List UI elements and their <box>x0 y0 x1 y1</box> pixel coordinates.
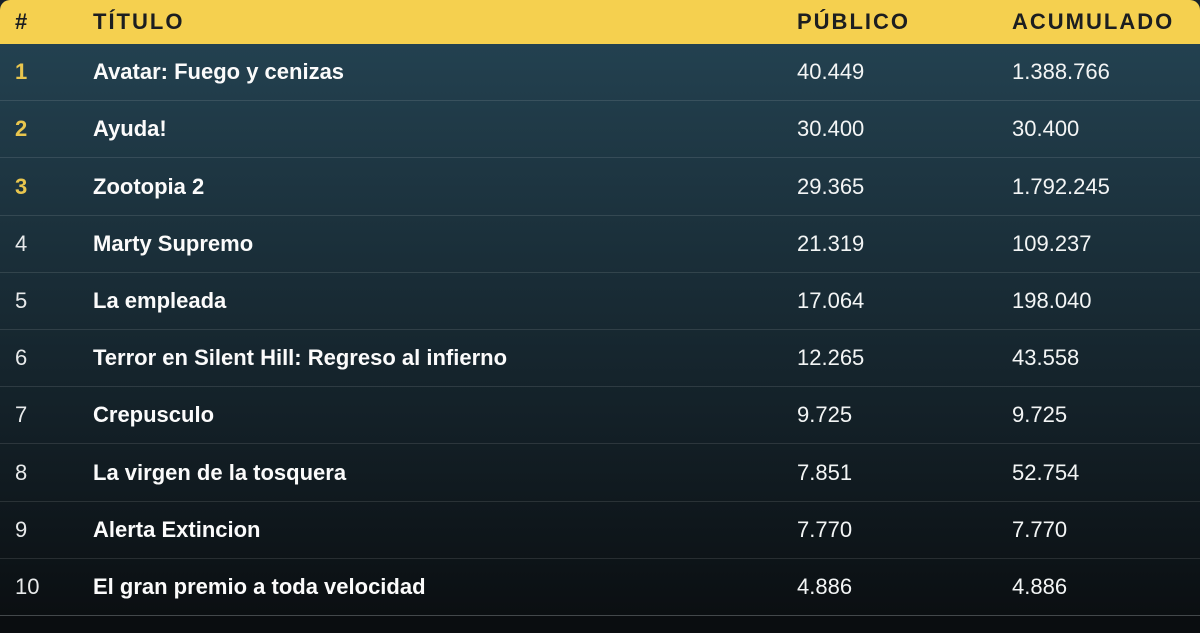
column-header-rank: # <box>15 9 30 34</box>
row-publico: 12.265 <box>797 345 865 371</box>
row-acumulado: 9.725 <box>1012 402 1068 428</box>
row-title: Ayuda! <box>93 116 167 142</box>
row-acumulado: 4.886 <box>1012 573 1068 599</box>
row-rank: 10 <box>15 573 40 599</box>
column-header-acumulado: ACUMULADO <box>1012 9 1175 34</box>
table-row: 10 El gran premio a toda velocidad 4.886… <box>0 559 1200 615</box>
row-publico: 30.400 <box>797 116 865 142</box>
table-row: 6 Terror en Silent Hill: Regreso al infi… <box>0 330 1200 388</box>
row-rank: 1 <box>15 59 28 85</box>
row-title: El gran premio a toda velocidad <box>93 573 426 599</box>
table-header: # TÍTULO PÚBLICO ACUMULADO <box>0 0 1200 44</box>
row-acumulado: 109.237 <box>1012 230 1092 256</box>
table-row: 4 Marty Supremo 21.319 109.237 <box>0 216 1200 273</box>
row-publico: 7.851 <box>797 459 853 485</box>
table-row: 8 La virgen de la tosquera 7.851 52.754 <box>0 444 1200 502</box>
column-header-title: TÍTULO <box>93 9 185 34</box>
table-row: 1 Avatar: Fuego y cenizas 40.449 1.388.7… <box>0 44 1200 102</box>
table-footer <box>0 615 1200 633</box>
row-rank: 8 <box>15 459 28 485</box>
row-acumulado: 198.040 <box>1012 287 1092 313</box>
row-title: Zootopia 2 <box>93 173 205 199</box>
row-title: Marty Supremo <box>93 230 254 256</box>
row-rank: 3 <box>15 173 28 199</box>
row-publico: 21.319 <box>797 230 865 256</box>
row-acumulado: 30.400 <box>1012 116 1080 142</box>
row-rank: 9 <box>15 516 28 542</box>
row-publico: 29.365 <box>797 173 865 199</box>
row-acumulado: 7.770 <box>1012 516 1068 542</box>
row-publico: 9.725 <box>797 402 853 428</box>
row-publico: 4.886 <box>797 573 853 599</box>
row-rank: 4 <box>15 230 28 256</box>
row-title: Avatar: Fuego y cenizas <box>93 59 345 85</box>
row-title: Crepusculo <box>93 402 215 428</box>
table-row: 5 La empleada 17.064 198.040 <box>0 273 1200 331</box>
row-title: Alerta Extincion <box>93 516 261 542</box>
row-acumulado: 43.558 <box>1012 345 1080 371</box>
row-title: La empleada <box>93 287 227 313</box>
row-acumulado: 1.388.766 <box>1012 59 1110 85</box>
row-publico: 7.770 <box>797 516 853 542</box>
row-publico: 17.064 <box>797 287 865 313</box>
table-row: 9 Alerta Extincion 7.770 7.770 <box>0 502 1200 559</box>
column-header-publico: PÚBLICO <box>797 9 910 34</box>
table-body: 1 Avatar: Fuego y cenizas 40.449 1.388.7… <box>0 44 1200 615</box>
table-row: 2 Ayuda! 30.400 30.400 <box>0 101 1200 159</box>
row-rank: 2 <box>15 116 28 142</box>
row-acumulado: 1.792.245 <box>1012 173 1110 199</box>
row-rank: 5 <box>15 287 28 313</box>
table-row: 3 Zootopia 2 29.365 1.792.245 <box>0 158 1200 216</box>
row-rank: 7 <box>15 402 28 428</box>
row-rank: 6 <box>15 345 28 371</box>
table-row: 7 Crepusculo 9.725 9.725 <box>0 387 1200 445</box>
row-acumulado: 52.754 <box>1012 459 1080 485</box>
row-publico: 40.449 <box>797 59 865 85</box>
row-title: La virgen de la tosquera <box>93 459 347 485</box>
row-title: Terror en Silent Hill: Regreso al infier… <box>93 345 508 371</box>
